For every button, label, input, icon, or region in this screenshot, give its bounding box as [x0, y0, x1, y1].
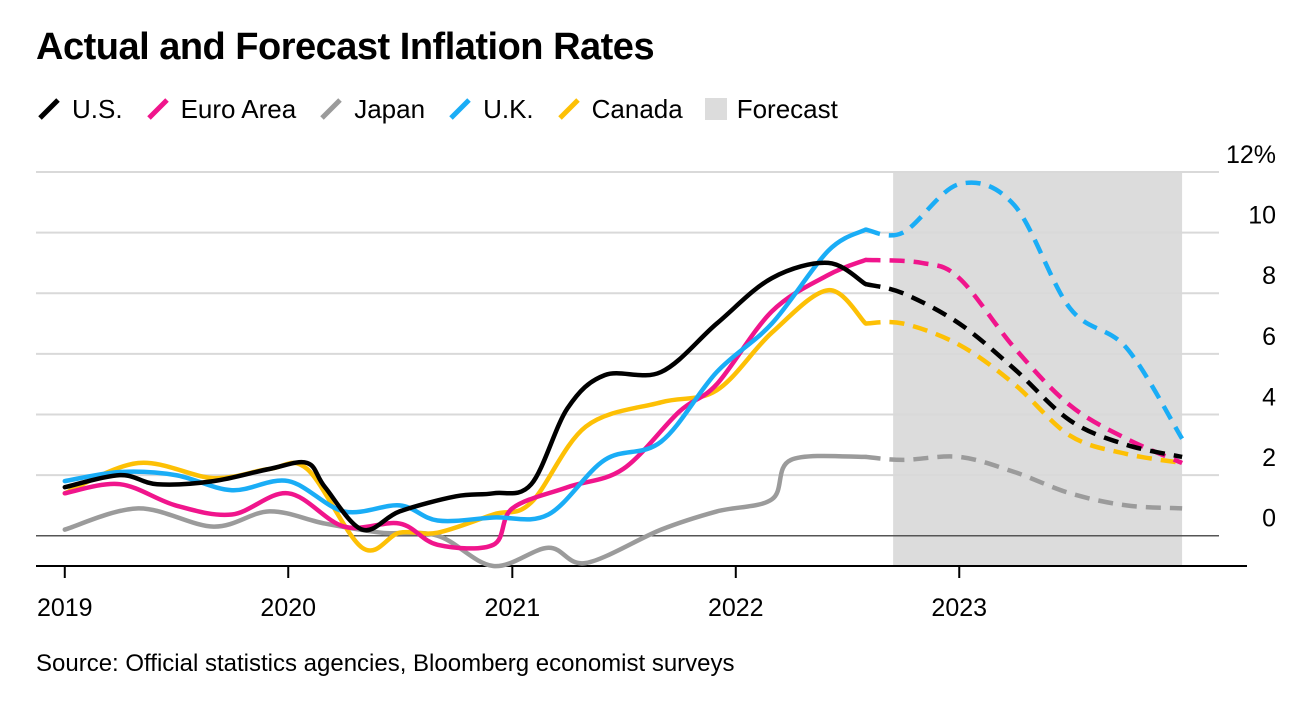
source-note: Source: Official statistics agencies, Bl… [36, 650, 735, 677]
legend-label: U.S. [72, 93, 123, 124]
legend-item-japan: Japan [318, 94, 425, 125]
legend-label: Euro Area [180, 93, 297, 124]
slash-line-icon [146, 98, 169, 120]
series-forecast-line-u-s [865, 281, 1183, 460]
y-tick-label: 12% [1226, 141, 1276, 169]
chart-title: Actual and Forecast Inflation Rates [36, 26, 655, 68]
y-tick-label: 4 [1262, 383, 1276, 411]
slash-line-icon [557, 98, 580, 120]
legend-label: U.K. [483, 93, 534, 124]
y-tick-label: 8 [1262, 262, 1276, 290]
y-tick-label: 10 [1248, 202, 1276, 230]
legend-item-canada: Canada [556, 94, 683, 125]
legend-label: Japan [354, 93, 426, 124]
y-tick-label: 6 [1262, 323, 1276, 351]
legend-label: Canada [591, 93, 683, 124]
x-tick-label: 2023 [931, 594, 987, 622]
series-forecast-line-euro-area [865, 257, 1184, 466]
x-tick-label: 2020 [260, 594, 316, 622]
series-forecast-line-japan [865, 454, 1183, 511]
slash-line-icon [320, 98, 342, 120]
forecast-swatch-icon [704, 98, 727, 120]
legend-item-us: U.S. [36, 94, 123, 125]
series-forecast-line-u-k [865, 180, 1185, 440]
series-line-u-k [62, 227, 868, 524]
y-tick-label: 0 [1262, 505, 1276, 533]
series-line-u-s [62, 260, 868, 533]
x-tick-label: 2022 [708, 594, 764, 622]
legend-item-uk: U.K. [447, 94, 534, 125]
legend-item-forecast: Forecast [704, 93, 838, 125]
x-tick-label: 2019 [37, 594, 93, 622]
series-forecast-line-canada [865, 319, 1183, 466]
y-tick-label: 2 [1262, 444, 1276, 472]
legend-label: Forecast [736, 93, 838, 124]
slash-line-icon [38, 98, 60, 120]
legend-item-euro: Euro Area [145, 93, 297, 125]
forecast-region [893, 172, 1183, 566]
series-line-japan [62, 453, 868, 569]
slash-line-icon [449, 98, 471, 120]
legend: U.S. Euro Area Japan U.K. Canada Forecast [36, 92, 860, 126]
x-tick-label: 2021 [485, 594, 541, 622]
series-line-canada [62, 287, 868, 553]
